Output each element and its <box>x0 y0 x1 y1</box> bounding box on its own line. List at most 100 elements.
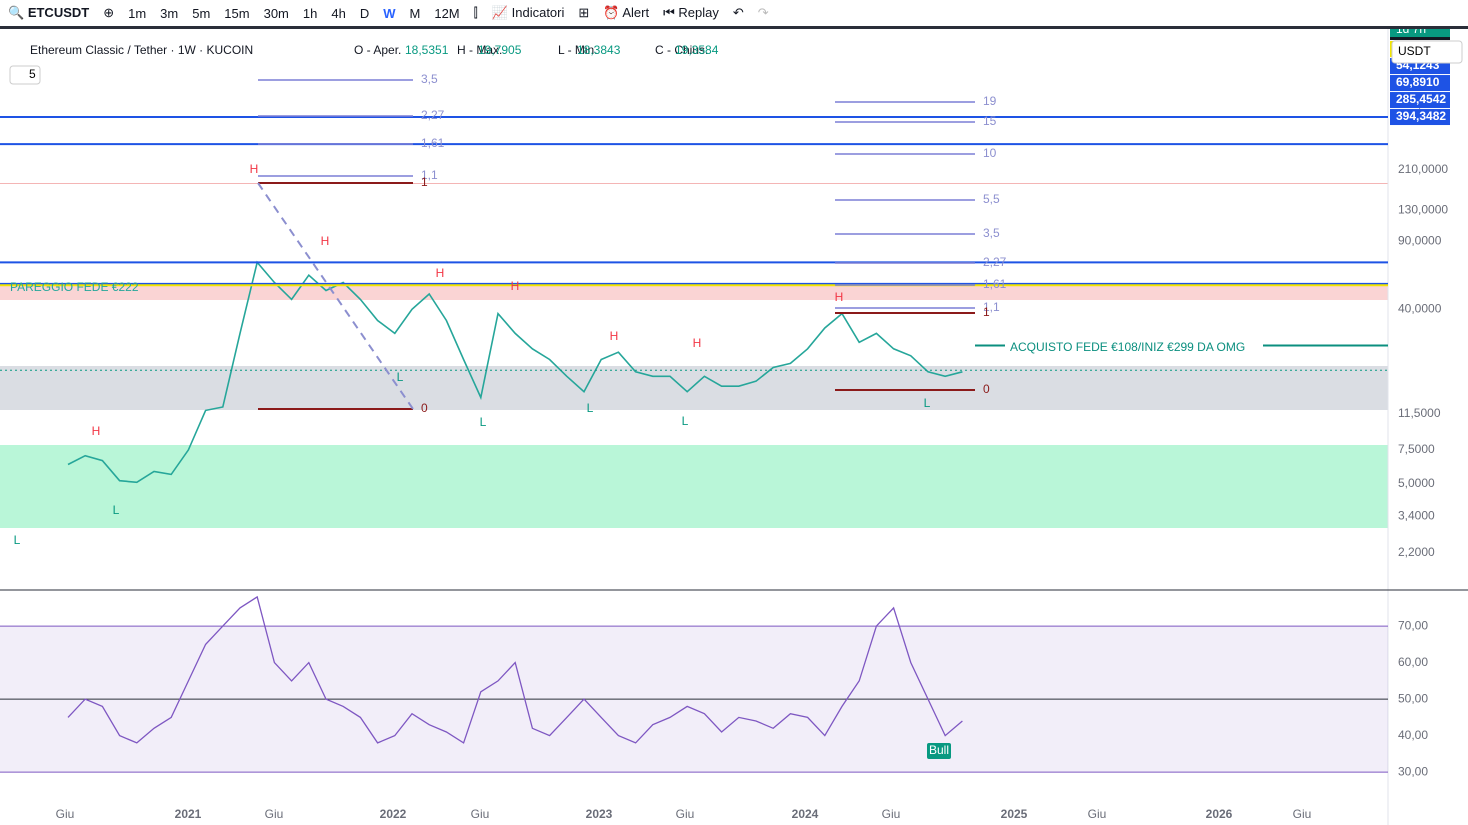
fib-label: 1,61 <box>983 277 1007 291</box>
rsi-tick-label: 70,00 <box>1398 618 1428 632</box>
pivot-label: L <box>682 414 689 428</box>
legend-ohlc: L - Min. <box>558 43 598 57</box>
legend-ohlc: 18,5351 <box>405 43 449 57</box>
price-box-label: 69,8910 <box>1396 75 1440 89</box>
y-tick-label: 11,5000 <box>1398 406 1441 420</box>
price-box <box>1390 92 1450 109</box>
interval[interactable]: D <box>359 5 370 21</box>
y-tick-label: 40,0000 <box>1398 301 1442 315</box>
x-tick-label: Giu <box>1293 807 1312 821</box>
pivot-label: H <box>835 290 844 304</box>
interval[interactable]: 12M <box>434 5 460 21</box>
indicators[interactable]: 📈 Indicatori <box>491 5 565 20</box>
trend <box>257 182 414 410</box>
y-tick-label: 5,0000 <box>1398 476 1435 490</box>
undo[interactable]: ↶ <box>732 5 744 20</box>
replay-text: Replay <box>678 5 719 20</box>
legend-ohlc: H - Max. <box>457 43 502 57</box>
chart-type[interactable]: ⫿ <box>473 5 478 20</box>
signal-label: Bull <box>929 743 949 757</box>
price-box <box>1390 75 1450 92</box>
y-tick-label: 210,0000 <box>1398 162 1448 176</box>
fib-label: 3,5 <box>983 226 1000 240</box>
interval[interactable]: 4h <box>331 5 346 21</box>
x-tick-label: Giu <box>265 807 284 821</box>
pivot-label: L <box>397 370 404 384</box>
interval[interactable]: 3m <box>160 5 179 21</box>
fib-label: 1,61 <box>421 136 445 150</box>
replay[interactable]: ⏮ Replay <box>663 5 719 20</box>
x-tick-label: 2025 <box>1001 807 1028 821</box>
pivot-label: H <box>693 336 702 350</box>
rsi-tick-label: 60,00 <box>1398 655 1428 669</box>
interval[interactable]: M <box>409 5 421 21</box>
currency: USDT <box>1398 44 1431 58</box>
layouts[interactable]: ⊞ <box>578 5 590 20</box>
note-bg <box>1005 340 1263 355</box>
pivot-label: L <box>587 401 594 415</box>
interval[interactable]: 1h <box>302 5 318 21</box>
pivot-label: H <box>511 279 520 293</box>
legend-ohlc: O - Aper. <box>354 43 401 57</box>
pivot-label: L <box>14 533 21 547</box>
pivot-label: L <box>113 503 120 517</box>
interval[interactable]: 15m <box>224 5 250 21</box>
rsi-tick-label: 40,00 <box>1398 728 1428 742</box>
intervals: 1m 3m 5m 15m 30m 1h 4h D W M 12M <box>128 6 460 21</box>
y-tick-label: 2,2000 <box>1398 545 1435 559</box>
y-tick-label: 3,4000 <box>1398 509 1435 523</box>
y-tick-label: 7,5000 <box>1398 442 1435 456</box>
fib-label: 10 <box>983 146 997 160</box>
x-tick-label: 2023 <box>586 807 613 821</box>
price-box-label: 394,3482 <box>1396 109 1446 123</box>
price-line <box>67 260 963 484</box>
indicator-count: 5 <box>29 67 36 81</box>
x-tick-label: Giu <box>676 807 695 821</box>
interval[interactable]: 5m <box>192 5 211 21</box>
fib-label: 1 <box>421 175 428 189</box>
fib-label: 2,27 <box>983 255 1007 269</box>
countdown-box <box>1390 29 1450 38</box>
fib-label: 1,1 <box>983 300 1000 314</box>
x-tick-label: Giu <box>882 807 901 821</box>
pivot-label: H <box>436 266 445 280</box>
symbol[interactable]: 🔍 ETCUSDT <box>8 5 90 20</box>
zone <box>0 366 1388 410</box>
indicators-text: Indicatori <box>511 5 565 20</box>
fib-label: 1,1 <box>421 168 438 182</box>
rsi-tick-label: 30,00 <box>1398 764 1428 778</box>
pivot-label: H <box>92 424 101 438</box>
symbol-text: ETCUSDT <box>27 5 90 20</box>
x-tick-label: 2026 <box>1206 807 1233 821</box>
x-tick-label: 2021 <box>175 807 202 821</box>
signal-box <box>927 743 951 759</box>
x-tick-label: Giu <box>471 807 490 821</box>
add[interactable]: ⊕ <box>103 5 115 20</box>
rsi-tick-label: 50,00 <box>1398 691 1428 705</box>
zone <box>0 445 1388 528</box>
fib-label: 3,5 <box>421 72 438 86</box>
toolbar: 🔍 ETCUSDT ⊕ 1m 3m 5m 15m 30m 1h 4h D W M 12M ⫿ 📈 I… <box>0 0 1468 29</box>
pivot-label: L <box>480 415 487 429</box>
x-tick-label: Giu <box>56 807 75 821</box>
interval[interactable]: 1m <box>128 5 147 21</box>
interval[interactable]: 30m <box>263 5 289 21</box>
x-tick-label: Giu <box>1088 807 1107 821</box>
legend-ohlc: C - Chius. <box>655 43 708 57</box>
redo[interactable]: ↷ <box>757 5 769 20</box>
note: PAREGGIO FEDE €222 <box>10 280 139 294</box>
currency-select[interactable] <box>1391 40 1463 64</box>
indicator-toggle[interactable] <box>9 65 41 85</box>
pivot-label: H <box>321 234 330 248</box>
rsi-line <box>67 595 963 744</box>
price-box-label: 285,4542 <box>1396 92 1446 106</box>
y-tick-label: 130,0000 <box>1398 202 1448 216</box>
x-tick-label: 2024 <box>792 807 819 821</box>
fib-label: 19 <box>983 94 997 108</box>
alert[interactable]: ⏰ Alert <box>603 5 650 20</box>
fib-label: 0 <box>983 382 990 396</box>
y-tick-label: 90,0000 <box>1398 233 1442 247</box>
alert-text: Alert <box>622 5 650 20</box>
interval[interactable]: W <box>383 5 396 21</box>
